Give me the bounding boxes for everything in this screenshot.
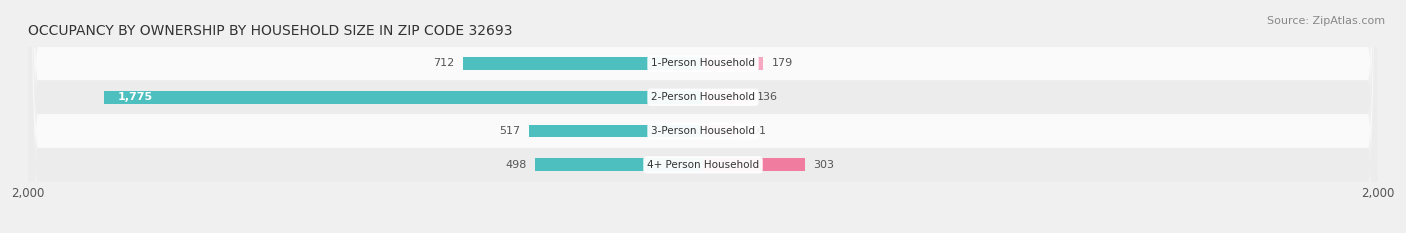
Bar bbox=[703, 91, 749, 104]
Text: 101: 101 bbox=[745, 126, 766, 136]
FancyBboxPatch shape bbox=[28, 0, 1378, 233]
Bar bbox=[463, 57, 703, 70]
Text: 303: 303 bbox=[814, 160, 835, 170]
Bar bbox=[529, 125, 703, 137]
Text: 179: 179 bbox=[772, 58, 793, 69]
FancyBboxPatch shape bbox=[28, 0, 1378, 233]
Text: 4+ Person Household: 4+ Person Household bbox=[647, 160, 759, 170]
FancyBboxPatch shape bbox=[28, 0, 1378, 233]
Text: Source: ZipAtlas.com: Source: ZipAtlas.com bbox=[1267, 16, 1385, 26]
Text: 517: 517 bbox=[499, 126, 520, 136]
Text: 3-Person Household: 3-Person Household bbox=[651, 126, 755, 136]
Text: 1,775: 1,775 bbox=[118, 92, 153, 102]
Bar bbox=[534, 158, 703, 171]
Text: 498: 498 bbox=[505, 160, 526, 170]
Text: 2-Person Household: 2-Person Household bbox=[651, 92, 755, 102]
Bar bbox=[703, 125, 737, 137]
Text: 712: 712 bbox=[433, 58, 454, 69]
Bar bbox=[104, 91, 703, 104]
Text: 1-Person Household: 1-Person Household bbox=[651, 58, 755, 69]
Bar bbox=[703, 158, 806, 171]
FancyBboxPatch shape bbox=[28, 0, 1378, 233]
Text: OCCUPANCY BY OWNERSHIP BY HOUSEHOLD SIZE IN ZIP CODE 32693: OCCUPANCY BY OWNERSHIP BY HOUSEHOLD SIZE… bbox=[28, 24, 513, 38]
Text: 136: 136 bbox=[758, 92, 779, 102]
Bar bbox=[703, 57, 763, 70]
